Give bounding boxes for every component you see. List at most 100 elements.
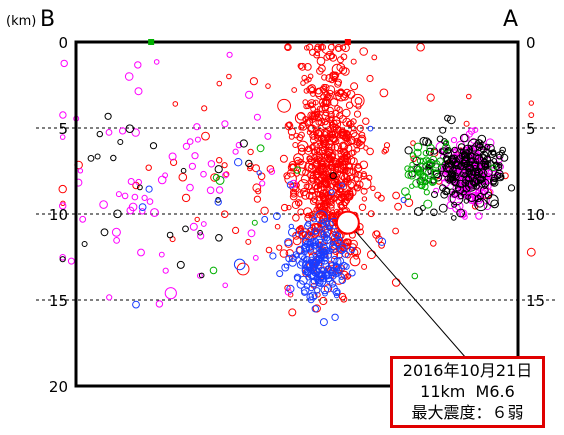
- y-axis-unit-label: (km): [6, 14, 36, 29]
- hypocenter-point-s4-c0-22: [423, 199, 433, 209]
- hypocenter-point-s0-c1-90: [430, 240, 437, 247]
- hypocenter-point-s1-c1-38: [59, 202, 67, 210]
- hypocenter-point-s0-c1-49: [316, 202, 326, 211]
- hypocenter-point-s2-c1-10: [104, 112, 112, 120]
- hypocenter-point-s0-c0-590: [332, 165, 340, 172]
- hypocenter-point-s0-c0-327: [366, 147, 374, 156]
- hypocenter-point-s0-c0-488: [350, 149, 357, 156]
- hypocenter-point-s4-c1-7: [490, 164, 497, 171]
- hypocenter-point-s3-c0-149: [332, 268, 339, 276]
- hypocenter-point-s3-c0-154: [325, 247, 333, 255]
- hypocenter-point-s0-c0-478: [305, 212, 311, 219]
- top-marker-0: [148, 39, 155, 45]
- hypocenter-point-s3-c0-172: [332, 270, 339, 278]
- hypocenter-point-s0-c0-587: [356, 124, 364, 132]
- hypocenter-point-s0-c0-619: [307, 124, 316, 133]
- hypocenter-point-s0-c0-603: [325, 143, 333, 151]
- hypocenter-point-s0-c0-370: [353, 110, 362, 118]
- hypocenter-point-s1-c1-67: [206, 186, 215, 195]
- hypocenter-point-s2-c0-62: [462, 175, 471, 184]
- hypocenter-point-s2-c0-143: [457, 143, 466, 151]
- hypocenter-point-s0-c1-112: [297, 208, 305, 216]
- hypocenter-point-s0-c0-642: [329, 72, 339, 81]
- hypocenter-point-s2-c0-136: [498, 174, 504, 180]
- hypocenter-point-s0-c0-545: [328, 130, 336, 138]
- hypocenter-point-s2-c0-213: [479, 186, 489, 196]
- hypocenter-point-s1-c1-30: [126, 206, 135, 215]
- hypocenter-point-s3-c0-9: [332, 231, 340, 238]
- hypocenter-point-s0-c1-18: [284, 44, 291, 51]
- hypocenter-point-s0-c0-474: [324, 116, 331, 122]
- hypocenter-point-s3-c0-59: [303, 283, 310, 290]
- hypocenter-point-s3-c0-132: [304, 222, 312, 230]
- hypocenter-point-s1-c1-63: [79, 215, 87, 223]
- hypocenter-point-s1-c1-6: [119, 127, 127, 135]
- hypocenter-point-s3-c1-19: [234, 158, 243, 167]
- hypocenter-point-s3-c0-179: [329, 240, 336, 247]
- plot-border: [74, 40, 520, 388]
- hypocenter-point-s3-c0-170: [310, 237, 320, 247]
- hypocenter-point-s2-c0-141: [484, 143, 491, 150]
- hypocenter-point-s3-c0-153: [306, 293, 315, 301]
- hypocenter-point-s0-c0-623: [334, 178, 341, 186]
- hypocenter-point-s1-c1-50: [186, 138, 194, 145]
- hypocenter-point-s3-c0-70: [319, 231, 326, 237]
- hypocenter-point-s0-c1-101: [426, 93, 435, 102]
- hypocenter-point-s3-c0-39: [349, 246, 356, 253]
- hypocenter-point-s0-c0-503: [366, 174, 373, 181]
- hypocenter-point-s0-c0-595: [315, 87, 322, 95]
- hypocenter-point-s0-c0-469: [301, 74, 308, 81]
- hypocenter-point-s0-c0-633: [320, 93, 327, 100]
- hypocenter-point-s2-c0-175: [467, 193, 477, 202]
- hypocenter-point-s0-c1-104: [232, 226, 240, 234]
- plot-frame: [74, 39, 520, 388]
- hypocenter-point-s0-c0-345: [353, 171, 359, 178]
- hypocenter-point-s2-c0-113: [499, 146, 507, 154]
- hypocenter-point-s3-c0-141: [314, 236, 324, 245]
- hypocenter-point-s0-c1-99: [373, 230, 380, 237]
- hypocenter-point-s2-c0-147: [456, 208, 466, 218]
- hypocenter-point-s0-c0-639: [331, 194, 339, 202]
- hypocenter-point-s0-c0-524: [357, 228, 365, 236]
- hypocenter-point-s4-c0-25: [404, 193, 412, 201]
- hypocenter-point-s4-c1-3: [209, 266, 218, 275]
- hypocenter-point-s3-c0-120: [331, 313, 339, 321]
- hypocenter-point-s3-c0-177: [323, 234, 331, 242]
- hypocenter-point-s3-c0-65: [314, 287, 321, 294]
- hypocenter-point-s4-c0-8: [429, 177, 438, 186]
- hypocenter-point-s0-c0-239: [325, 50, 335, 60]
- hypocenter-point-s1-c1-29: [189, 222, 198, 231]
- hypocenter-point-s3-c0-84: [296, 280, 305, 289]
- hypocenter-point-s2-c0-219: [458, 148, 464, 154]
- hypocenter-point-s3-c0-79: [294, 275, 301, 282]
- hypocenter-point-s0-c1-84: [280, 203, 289, 212]
- hypocenter-point-s3-c0-173: [292, 251, 300, 258]
- hypocenter-point-s3-c0-155: [285, 254, 293, 263]
- hypocenter-point-s1-c0-180: [447, 194, 456, 203]
- hypocenter-point-s3-c1-0: [273, 212, 281, 221]
- hypocenter-point-s0-c0-350: [339, 66, 348, 75]
- hypocenter-point-s2-c0-169: [427, 168, 434, 175]
- hypocenter-point-s0-c0-522: [337, 161, 343, 168]
- hypocenter-point-s1-c1-31: [259, 180, 266, 187]
- hypocenter-point-s2-c1-5: [94, 153, 101, 160]
- hypocenter-point-s0-c1-89: [315, 202, 322, 209]
- hypocenter-point-s1-c1-16: [139, 208, 146, 215]
- hypocenter-point-s1-c1-25: [121, 192, 129, 200]
- hypocenter-point-s2-c0-119: [488, 149, 497, 158]
- hypocenter-point-s0-c0-643: [310, 134, 317, 140]
- hypocenter-point-s0-c0-186: [292, 236, 302, 246]
- hypocenter-point-s3-c1-12: [339, 182, 345, 189]
- hypocenter-point-s2-c0-186: [468, 152, 475, 160]
- hypocenter-point-s0-c1-50: [279, 249, 289, 258]
- hypocenter-point-s4-c0-42: [415, 165, 423, 174]
- hypocenter-point-s3-c0-159: [307, 240, 314, 247]
- hypocenter-point-s4-c0-43: [432, 163, 442, 173]
- hypocenter-point-s0-c0-578: [335, 126, 342, 134]
- hypocenter-points: [58, 40, 536, 327]
- hypocenter-point-s0-c0-171: [316, 56, 326, 66]
- hypocenter-point-s2-c0-204: [443, 162, 454, 173]
- hypocenter-point-s2-c0-217: [498, 149, 505, 156]
- hypocenter-point-s2-c0-0: [425, 147, 434, 156]
- hypocenter-point-s0-c1-39: [265, 246, 273, 254]
